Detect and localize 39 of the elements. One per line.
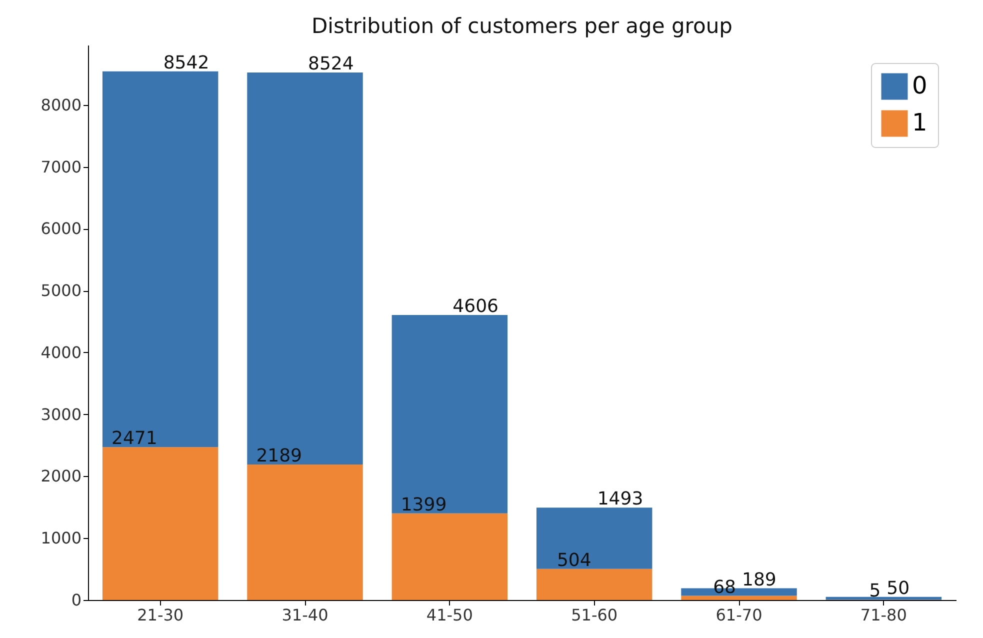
- bar: [102, 447, 218, 600]
- bar: [392, 513, 508, 600]
- x-tick-label: 21-30: [137, 606, 184, 624]
- chart-title: Distribution of customers per age group: [312, 14, 732, 38]
- x-tick-label: 61-70: [716, 606, 762, 624]
- x-tick-label: 31-40: [282, 606, 328, 624]
- total-label: 8524: [308, 54, 354, 75]
- y-tick-label: 1000: [40, 528, 82, 548]
- total-label: 8542: [163, 52, 210, 74]
- bar: [392, 314, 508, 514]
- bar: [536, 568, 652, 600]
- bar: [102, 71, 218, 448]
- y-tick-label: 5000: [40, 281, 82, 300]
- data-label: 2471: [112, 428, 158, 450]
- data-label: 504: [556, 550, 592, 571]
- data-label: 1399: [400, 494, 447, 516]
- y-tick-label: 7000: [40, 157, 82, 176]
- bar: [826, 596, 942, 600]
- total-label: 189: [742, 569, 776, 590]
- y-tick-label: 2000: [40, 466, 82, 486]
- y-tick-label: 3000: [40, 404, 82, 424]
- legend-label: 1: [912, 108, 928, 136]
- x-tick-label: 41-50: [426, 606, 473, 624]
- bar: [536, 508, 652, 569]
- y-tick-label: 0: [71, 590, 82, 610]
- y-tick-label: 6000: [40, 219, 82, 238]
- total-label: 1493: [597, 488, 644, 510]
- bar: [247, 464, 363, 600]
- total-label: 4606: [452, 296, 498, 317]
- x-tick-label: 71-80: [860, 606, 907, 624]
- data-label: 2189: [256, 446, 302, 467]
- total-label: 50: [886, 578, 910, 599]
- y-tick-label: 8000: [40, 95, 82, 114]
- x-tick-label: 51-60: [571, 606, 618, 624]
- legend-label: 0: [912, 72, 928, 100]
- bar: [681, 596, 797, 600]
- bar: [247, 72, 363, 465]
- data-label: 5: [869, 580, 881, 602]
- y-tick-label: 4000: [40, 342, 82, 362]
